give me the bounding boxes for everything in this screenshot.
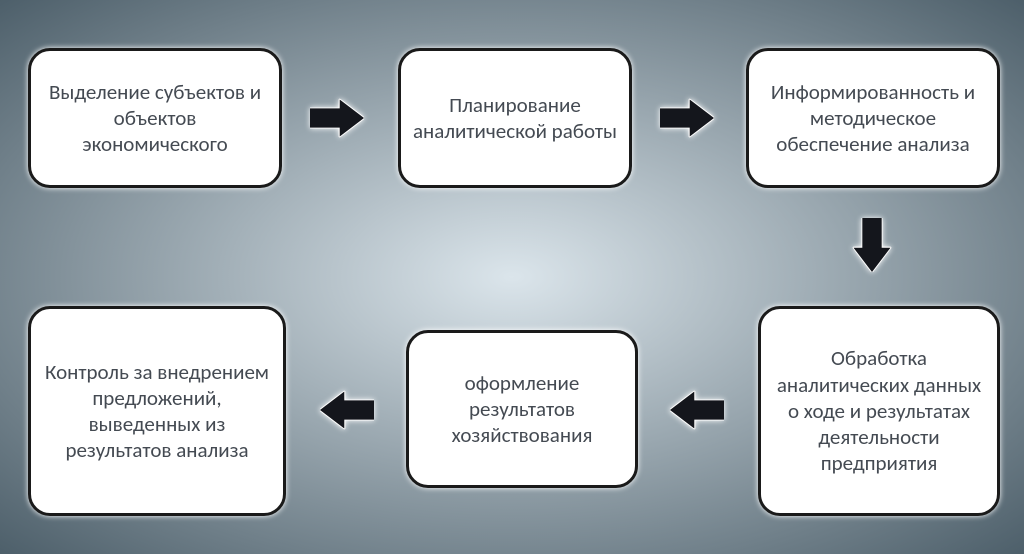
flow-node-n4: Обработка аналитических данных о ходе и … <box>758 306 1000 516</box>
flowchart-canvas: Выделение субъектов и объектов экономиче… <box>0 0 1024 554</box>
flow-arrow-n4-n5 <box>670 388 724 432</box>
flow-arrow-n1-n2 <box>310 96 364 140</box>
flow-node-n5: оформление результатов хозяйствования <box>406 330 638 488</box>
flow-node-n2: Планирование аналитической работы <box>398 48 632 188</box>
flow-node-n6: Контроль за внедрением предложений, выве… <box>28 306 286 516</box>
flow-arrow-n2-n3 <box>660 96 714 140</box>
flow-node-n1: Выделение субъектов и объектов экономиче… <box>28 48 282 188</box>
flow-arrow-n3-n4 <box>850 218 894 272</box>
flow-node-n3: Информированность и методическое обеспеч… <box>746 48 1000 188</box>
flow-arrow-n5-n6 <box>320 388 374 432</box>
